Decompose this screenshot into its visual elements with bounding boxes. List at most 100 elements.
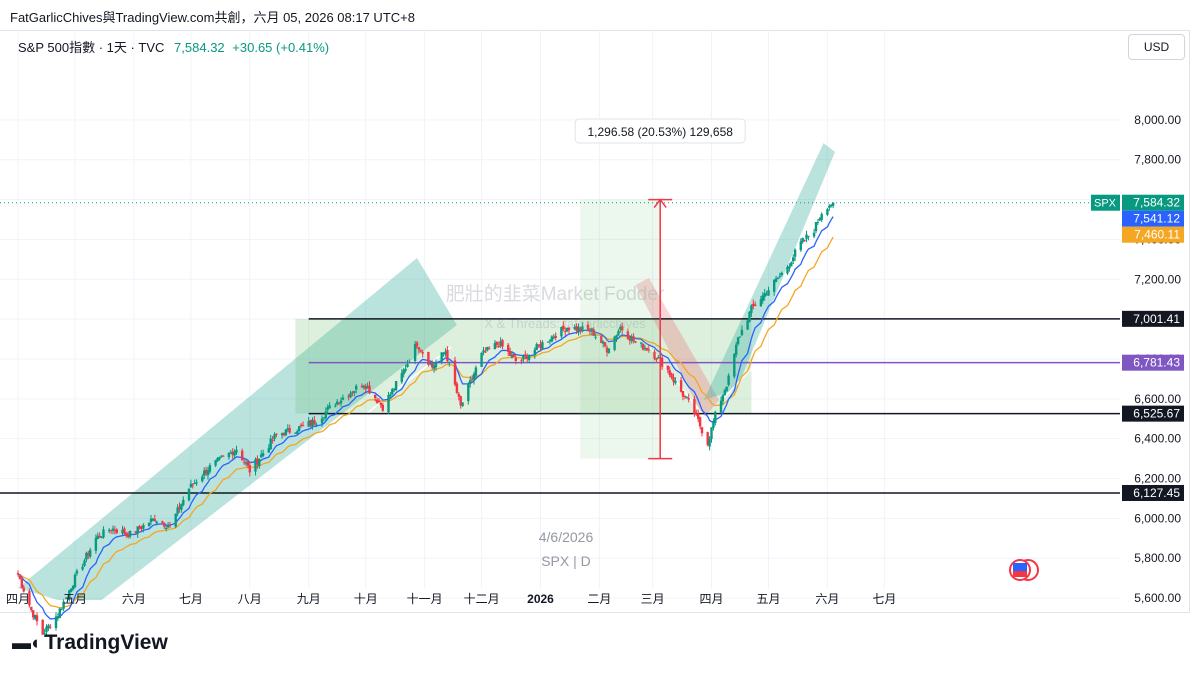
candle[interactable]: [448, 361, 451, 367]
candle[interactable]: [222, 454, 225, 457]
candle[interactable]: [830, 203, 833, 208]
candle[interactable]: [153, 514, 156, 522]
candle[interactable]: [793, 248, 797, 261]
candle[interactable]: [85, 551, 88, 563]
candle[interactable]: [535, 342, 538, 351]
candle[interactable]: [514, 354, 517, 365]
candle[interactable]: [727, 373, 730, 387]
candle[interactable]: [721, 394, 725, 406]
candle[interactable]: [621, 322, 624, 335]
candle[interactable]: [326, 404, 329, 414]
candle[interactable]: [360, 383, 364, 389]
candle[interactable]: [108, 527, 111, 534]
candle[interactable]: [706, 431, 709, 447]
candle[interactable]: [362, 384, 365, 390]
candle[interactable]: [182, 496, 185, 507]
candle[interactable]: [603, 342, 607, 348]
candle[interactable]: [807, 235, 810, 241]
candle[interactable]: [328, 402, 331, 409]
candle[interactable]: [83, 558, 86, 567]
candle[interactable]: [590, 327, 593, 336]
candle[interactable]: [178, 502, 181, 513]
candle[interactable]: [488, 346, 491, 350]
candle[interactable]: [482, 346, 485, 356]
candle[interactable]: [161, 520, 164, 524]
candle[interactable]: [366, 382, 369, 389]
candle[interactable]: [214, 459, 217, 468]
candle[interactable]: [679, 377, 683, 393]
candle[interactable]: [700, 426, 704, 437]
candle[interactable]: [526, 353, 529, 363]
candle[interactable]: [765, 290, 768, 296]
candle[interactable]: [539, 340, 542, 352]
candle[interactable]: [313, 416, 316, 425]
candle[interactable]: [301, 421, 305, 427]
candle[interactable]: [632, 333, 635, 344]
candle[interactable]: [284, 428, 288, 437]
candle[interactable]: [233, 449, 236, 459]
candle[interactable]: [406, 360, 409, 368]
candle[interactable]: [35, 612, 39, 626]
candle[interactable]: [309, 419, 312, 428]
candle[interactable]: [121, 525, 124, 537]
candle[interactable]: [740, 325, 744, 336]
candle[interactable]: [43, 628, 46, 638]
candle[interactable]: [282, 432, 286, 437]
candle[interactable]: [693, 395, 696, 417]
candle[interactable]: [510, 350, 514, 359]
candle[interactable]: [379, 401, 383, 408]
candle[interactable]: [645, 347, 649, 352]
candle[interactable]: [461, 402, 464, 408]
candle[interactable]: [229, 449, 232, 454]
candle[interactable]: [508, 347, 512, 356]
candle[interactable]: [311, 417, 314, 430]
candle[interactable]: [628, 335, 631, 345]
candle[interactable]: [564, 327, 567, 336]
candle[interactable]: [142, 523, 145, 533]
candle[interactable]: [138, 524, 141, 530]
event-flag-icon[interactable]: [1009, 559, 1039, 581]
candle[interactable]: [22, 584, 25, 593]
candle[interactable]: [246, 459, 250, 469]
candle[interactable]: [647, 345, 650, 353]
candle[interactable]: [759, 295, 763, 307]
candle[interactable]: [738, 336, 742, 338]
candle[interactable]: [607, 348, 611, 354]
candle[interactable]: [431, 360, 434, 370]
candle[interactable]: [216, 457, 219, 463]
candle[interactable]: [227, 452, 231, 460]
candle[interactable]: [18, 573, 22, 580]
candle[interactable]: [20, 577, 23, 589]
candle[interactable]: [546, 341, 550, 343]
candle[interactable]: [320, 415, 324, 427]
candle[interactable]: [640, 342, 643, 348]
candle[interactable]: [94, 534, 98, 554]
candle[interactable]: [163, 522, 166, 529]
candle[interactable]: [592, 327, 595, 336]
candle[interactable]: [315, 422, 318, 428]
candle[interactable]: [697, 409, 700, 423]
candle[interactable]: [486, 346, 489, 352]
candle[interactable]: [87, 551, 90, 560]
candle[interactable]: [719, 396, 723, 414]
candle[interactable]: [60, 608, 63, 611]
candle[interactable]: [322, 416, 326, 422]
candle[interactable]: [339, 397, 343, 407]
candle[interactable]: [218, 456, 221, 461]
candle[interactable]: [816, 219, 820, 225]
candle[interactable]: [736, 336, 740, 346]
candle[interactable]: [355, 384, 358, 394]
candle[interactable]: [111, 525, 115, 535]
candle[interactable]: [780, 271, 783, 277]
candle[interactable]: [421, 349, 424, 358]
candle[interactable]: [189, 479, 193, 488]
candle[interactable]: [180, 503, 183, 513]
candle[interactable]: [550, 335, 554, 343]
candle[interactable]: [446, 346, 449, 363]
candle[interactable]: [347, 394, 350, 401]
candle[interactable]: [364, 383, 367, 394]
candle[interactable]: [47, 623, 50, 632]
candle[interactable]: [613, 335, 616, 352]
candle[interactable]: [115, 528, 118, 535]
candle[interactable]: [351, 390, 354, 397]
